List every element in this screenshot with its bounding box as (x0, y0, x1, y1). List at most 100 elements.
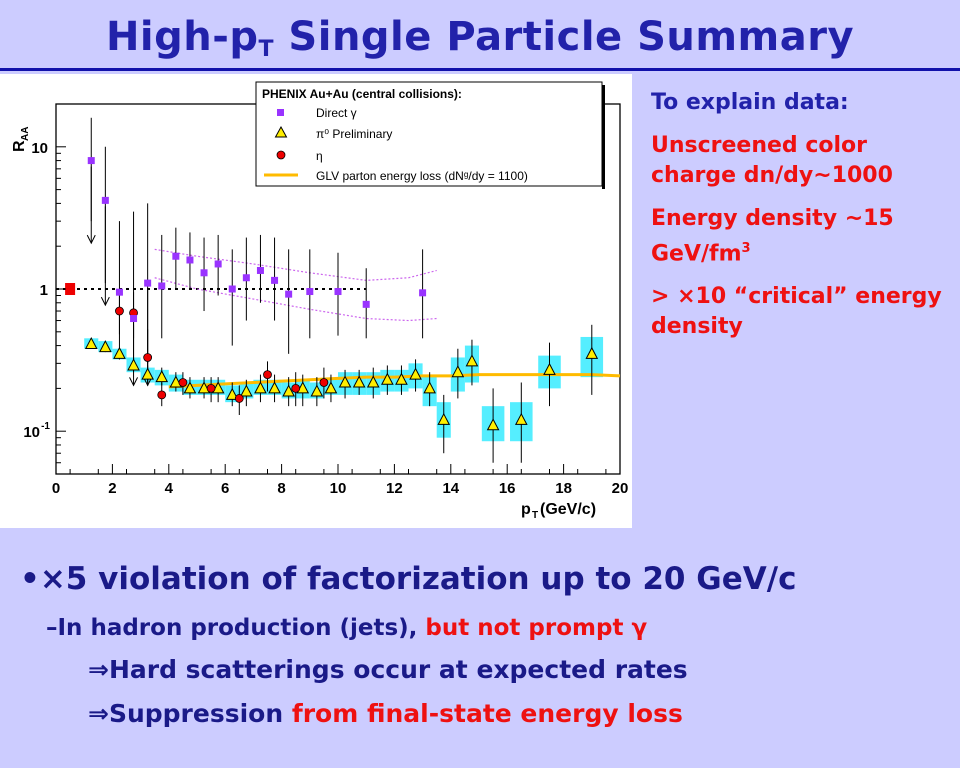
pi0-point (183, 381, 197, 394)
y-tick-exponent: -1 (41, 421, 50, 432)
bullet-main: •×5 violation of factorization up to 20 … (20, 561, 797, 597)
pi0-point (381, 372, 394, 385)
pi0-point (113, 346, 126, 359)
legend-entry: Direct γ (316, 106, 357, 120)
eta-point (206, 383, 216, 393)
eta-point (178, 378, 188, 387)
upper-limit-arrow-head (86, 234, 96, 245)
pi0-point (451, 365, 465, 378)
pi0-point (240, 384, 253, 397)
x-tick-label: 12 (386, 480, 403, 497)
pi0-point (324, 381, 338, 394)
direct-photon-point (101, 196, 109, 204)
direct-photon-point (285, 290, 293, 298)
direct-photon-point (158, 282, 166, 290)
pi0-point (514, 412, 528, 425)
pi0-point (141, 367, 154, 380)
direct-photon-point (172, 252, 180, 260)
bullet-dot: • (20, 561, 40, 597)
pi0-point (338, 375, 352, 388)
raa-chart-panel: 0 2 4 6 8 10 12 14 16 18 20 10 1 10 -1 R AA p T (GeV/c) PH… (0, 74, 632, 528)
explain-item-critical: > ×10 “critical” energy density (651, 284, 942, 340)
direct-photon-point (334, 288, 342, 296)
pi0-point (543, 362, 556, 375)
x-tick-label: 8 (277, 480, 285, 497)
explain-item-color-charge: Unscreened color charge dn/dy~1000 (651, 133, 893, 188)
implies-icon: ⇒ (88, 655, 109, 684)
pi0-point (423, 381, 436, 394)
pi0-point (352, 375, 366, 388)
legend-entry: π⁰ Preliminary (316, 127, 392, 141)
explain-heading: To explain data: (651, 90, 849, 115)
pi0-point (282, 384, 295, 397)
upper-limit-arrow-head (129, 377, 138, 387)
eta-point (143, 353, 153, 362)
direct-photon-point (242, 274, 250, 282)
pi0-point (585, 346, 599, 359)
y-axis-label-sub: AA (20, 127, 31, 141)
pi0-point (268, 381, 281, 394)
legend-entry: GLV parton energy loss (dNᵍ/dy = 1100) (316, 169, 528, 183)
x-tick-label: 6 (221, 480, 229, 497)
direct-photon-point (271, 276, 279, 284)
direct-photon-point (256, 266, 264, 274)
x-tick-label: 18 (555, 480, 572, 497)
eta-point (234, 394, 244, 403)
pi0-point (310, 384, 324, 397)
summary-bullets: •×5 violation of factorization up to 20 … (20, 556, 950, 736)
direct-photon-point (306, 288, 314, 296)
direct-photon-point (214, 260, 222, 268)
y-tick-label: 1 (40, 282, 48, 299)
legend-pi0-marker (274, 125, 288, 138)
eta-point (157, 390, 167, 400)
implies-icon: ⇒ (88, 699, 109, 728)
explain-item-energy-density: Energy density ~15 GeV/fm3 (651, 206, 894, 267)
bullet-implication-1: ⇒Hard scatterings occur at expected rate… (88, 655, 688, 684)
bullet-implication-2: ⇒Suppression from final-state energy los… (88, 699, 683, 728)
direct-photon-point (362, 300, 370, 308)
legend-box (255, 81, 603, 187)
direct-photon-point (144, 279, 152, 287)
theory-band-lower (154, 277, 437, 322)
bullet-sub: –In hadron production (jets), but not pr… (46, 615, 648, 641)
pi0-point (155, 370, 169, 383)
direct-photon-point (200, 269, 208, 277)
x-tick-label: 2 (108, 480, 116, 497)
direct-photon-point (186, 256, 194, 264)
legend-title: PHENIX Au+Au (central collisions): (262, 87, 462, 101)
pi0-point (99, 340, 112, 353)
legend-entry: η (316, 149, 323, 163)
upper-limit-arrow-head (100, 296, 110, 307)
x-axis-label-sub: T (532, 510, 538, 521)
y-tick-label: 10 (31, 140, 48, 157)
pi0-point (465, 354, 479, 367)
y-axis-label: R (11, 140, 28, 152)
pi0-point (366, 375, 380, 388)
pi0-point (254, 381, 267, 394)
title-divider (0, 68, 960, 71)
direct-photon-point (130, 315, 138, 323)
eta-point (115, 306, 124, 316)
legend-direct-photon-marker (277, 109, 284, 116)
x-tick-label: 20 (612, 480, 629, 497)
pi0-point (437, 412, 451, 425)
pi0-point (409, 367, 422, 380)
pi0-point (486, 418, 500, 431)
x-axis-label: p (521, 501, 531, 518)
pi0-point (395, 372, 408, 385)
pi0-point (225, 387, 239, 400)
page-title: High-pT Single Particle Summary (105, 14, 855, 62)
legend-shadow (602, 85, 605, 189)
direct-photon-point (419, 289, 427, 297)
pi0-point (84, 336, 98, 350)
x-tick-label: 0 (52, 480, 60, 497)
direct-photon-point (115, 288, 123, 296)
eta-point (291, 383, 301, 393)
y-tick-label: 10 (23, 424, 40, 441)
direct-photon-point (87, 157, 95, 165)
x-axis-label-unit: (GeV/c) (540, 501, 596, 518)
x-tick-label: 14 (442, 480, 459, 497)
upper-limit-arrow-head (143, 377, 153, 387)
direct-photon-point (228, 285, 236, 293)
